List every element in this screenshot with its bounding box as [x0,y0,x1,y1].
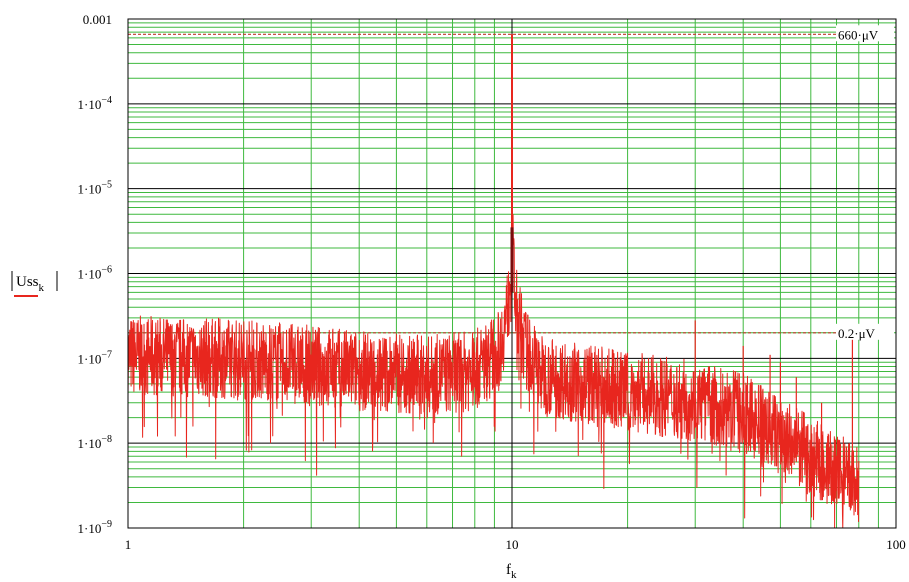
marker-label-bg [836,25,894,42]
y-axis-label-text: Ussk [16,274,45,294]
x-axis-label: fk [506,562,517,581]
marker-label: 660·μV [838,27,879,42]
y-tick-label: 1·10−7 [78,349,112,366]
y-tick-label: 1·10−5 [78,180,112,197]
y-tick-label: 1·10−8 [78,434,112,451]
y-axis-label: Ussk [11,271,58,297]
y-tick-label: 0.001 [83,12,112,27]
y-tick-label: 1·10−6 [78,265,112,282]
x-tick-label: 10 [506,537,519,552]
marker-label: 0.2·μV [838,326,876,341]
marker-layer: 660·μV 0.2·μV [128,25,894,341]
y-tick-label: 1·10−9 [78,519,112,536]
y-tick-label: 1·10−4 [78,95,112,112]
series-layer [127,34,860,529]
x-tick-label: 1 [125,537,132,552]
series-line [127,214,860,529]
x-tick-labels: 1 10 100 [125,537,906,552]
plot-frame [127,18,897,529]
marker-label-bg [836,323,894,340]
x-tick-label: 100 [886,537,906,552]
y-tick-labels: 0.001 1·10−4 1·10−5 1·10−6 1·10−7 1·10−8 1·10−… [78,12,112,536]
